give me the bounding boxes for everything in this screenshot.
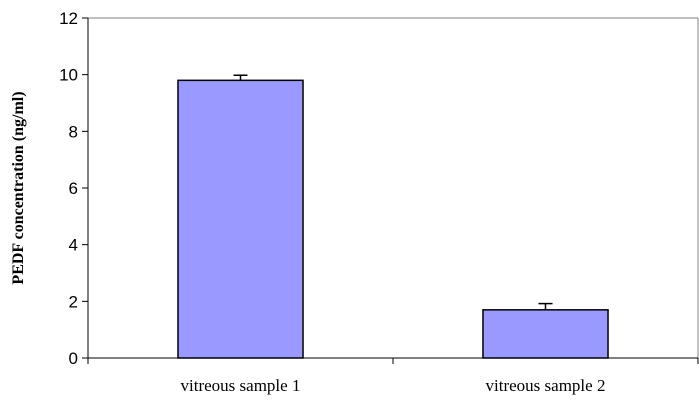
y-tick-label: 4 xyxy=(69,236,78,255)
y-tick-label: 2 xyxy=(69,292,78,311)
x-tick-label: vitreous sample 1 xyxy=(181,376,301,395)
bars xyxy=(177,74,609,359)
x-tick-label: vitreous sample 2 xyxy=(486,376,606,395)
bar xyxy=(482,309,609,359)
bar xyxy=(177,79,304,359)
y-axis: 0 2 4 6 8 10 12 xyxy=(59,9,89,368)
y-tick-label: 0 xyxy=(69,349,78,368)
y-tick-label: 6 xyxy=(69,179,78,198)
y-tick-label: 10 xyxy=(59,66,78,85)
x-axis: vitreous sample 1 vitreous sample 2 xyxy=(87,357,699,395)
y-tick-label: 8 xyxy=(69,122,78,141)
y-axis-title: PEDF concentration (ng/ml) xyxy=(10,91,27,284)
y-tick-label: 12 xyxy=(59,9,78,28)
plot-frame xyxy=(88,17,699,358)
